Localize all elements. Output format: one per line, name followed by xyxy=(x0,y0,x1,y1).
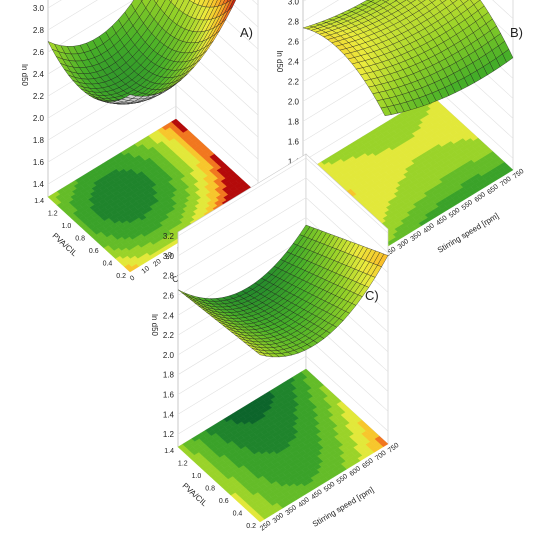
x-tick-label: 550 xyxy=(461,199,475,212)
y-tick-label: 1.4 xyxy=(34,198,44,205)
panel-a: 1.41.61.82.02.22.42.62.83.03.20102030405… xyxy=(20,0,270,285)
x-tick-label: 400 xyxy=(297,496,311,509)
z-tick-label: 1.6 xyxy=(288,137,300,146)
y-tick-label: 1.0 xyxy=(62,223,72,230)
z-tick-label: 2.0 xyxy=(163,351,175,360)
y-tick-label: 0.4 xyxy=(103,261,113,268)
x-tick-label: 700 xyxy=(499,176,513,189)
z-tick-label: 3.0 xyxy=(288,0,300,7)
z-tick-label: 2.0 xyxy=(33,114,45,123)
x-tick-label: 10 xyxy=(141,265,152,275)
z-tick-label: 2.8 xyxy=(33,26,45,35)
z-tick-label: 3.2 xyxy=(163,232,175,241)
panel-label: B) xyxy=(510,25,523,40)
z-tick-label: 2.8 xyxy=(288,18,300,27)
panel-label: C) xyxy=(365,288,379,303)
z-tick-label: 2.4 xyxy=(33,70,45,79)
z-tick-label: 2.6 xyxy=(288,38,300,47)
surface-cell xyxy=(140,0,143,2)
y-tick-label: 0.8 xyxy=(75,236,85,243)
contour-floor xyxy=(47,118,259,273)
x-tick-label: 20 xyxy=(152,258,163,268)
x-tick-label: 750 xyxy=(387,442,401,455)
z-tick-label: 1.6 xyxy=(163,390,175,399)
response-surface xyxy=(47,0,237,105)
z-axis-title: ln d50 xyxy=(150,314,159,336)
x-tick-label: 650 xyxy=(486,183,500,196)
y-tick-label: 0.8 xyxy=(205,486,215,493)
y-tick-label: 1.0 xyxy=(192,473,202,480)
panel-label: A) xyxy=(240,25,253,40)
z-tick-label: 2.6 xyxy=(163,291,175,300)
z-tick-label: 2.8 xyxy=(163,272,175,281)
x-tick-label: 550 xyxy=(336,473,350,486)
x-tick-label: 750 xyxy=(512,168,526,181)
x-tick-label: 500 xyxy=(323,481,337,494)
z-tick-label: 3.0 xyxy=(163,252,175,261)
y-tick-label: 0.4 xyxy=(233,511,243,518)
y-tick-label: 0.2 xyxy=(246,523,256,530)
z-gridline xyxy=(47,0,259,53)
z-tick-label: 1.4 xyxy=(33,180,45,189)
x-tick-label: 600 xyxy=(474,191,488,204)
x-tick-label: 400 xyxy=(422,222,436,235)
z-tick-label: 3.0 xyxy=(33,4,45,13)
z-gridline xyxy=(47,105,259,185)
x-tick-label: 300 xyxy=(272,512,286,525)
z-tick-label: 2.4 xyxy=(163,311,175,320)
y-tick-label: 1.4 xyxy=(164,448,174,455)
surface-cell xyxy=(125,94,137,99)
x-tick-label: 250 xyxy=(259,520,273,533)
response-surface xyxy=(302,0,514,116)
z-tick-label: 1.4 xyxy=(163,410,175,419)
surface-cell xyxy=(439,0,447,3)
x-tick-label: 600 xyxy=(349,465,363,478)
surface-cell xyxy=(153,0,159,4)
x-tick-label: 350 xyxy=(410,230,424,243)
x-tick-label: 500 xyxy=(448,207,462,220)
z-tick-label: 2.4 xyxy=(288,58,300,67)
z-tick-label: 2.2 xyxy=(33,92,45,101)
x-tick-label: 450 xyxy=(310,489,324,502)
z-tick-label: 2.6 xyxy=(33,48,45,57)
z-axis-title: ln d50 xyxy=(275,51,284,73)
y-tick-label: 1.2 xyxy=(178,461,188,468)
x-tick-label: 350 xyxy=(285,504,299,517)
contour-cell xyxy=(171,118,180,125)
z-tick-label: 1.8 xyxy=(163,371,175,380)
z-tick-label: 1.8 xyxy=(288,117,300,126)
x-tick-label: 0 xyxy=(129,275,136,283)
z-tick-label: 1.8 xyxy=(33,136,45,145)
y-tick-label: 0.2 xyxy=(116,273,126,280)
z-tick-label: 2.2 xyxy=(288,77,300,86)
z-axis-title: ln d50 xyxy=(20,64,29,86)
y-tick-label: 0.6 xyxy=(89,248,99,255)
y-tick-label: 1.2 xyxy=(48,211,58,218)
panel-b: 1.41.61.82.02.22.42.62.83.03.22503003504… xyxy=(275,0,526,259)
surface-cell xyxy=(168,0,173,3)
z-tick-label: 2.0 xyxy=(288,97,300,106)
z-tick-label: 1.2 xyxy=(163,430,175,439)
surface-cell xyxy=(428,0,436,3)
y-tick-label: 0.6 xyxy=(219,498,229,505)
z-tick-label: 2.2 xyxy=(163,331,175,340)
x-tick-label: 450 xyxy=(435,215,449,228)
x-tick-label: 700 xyxy=(374,450,388,463)
x-tick-label: 30 xyxy=(164,251,175,261)
z-tick-label: 1.6 xyxy=(33,158,45,167)
x-tick-label: 650 xyxy=(361,457,375,470)
x-tick-label: 300 xyxy=(397,238,411,251)
